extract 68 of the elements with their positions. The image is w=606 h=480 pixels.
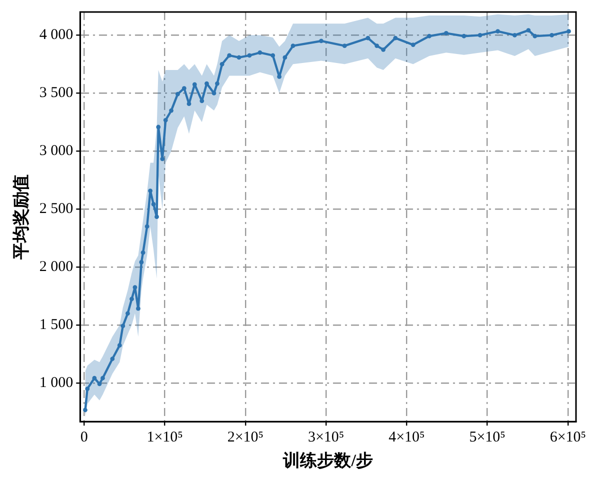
point bbox=[132, 285, 138, 290]
point bbox=[85, 386, 90, 391]
point bbox=[204, 81, 209, 86]
point bbox=[160, 156, 165, 162]
x-tick-label: 2×10⁵ bbox=[227, 430, 264, 446]
point bbox=[83, 408, 88, 412]
point bbox=[215, 81, 220, 86]
point bbox=[282, 55, 288, 60]
point bbox=[566, 29, 571, 34]
point bbox=[182, 86, 186, 90]
point bbox=[381, 47, 386, 52]
point bbox=[169, 108, 174, 113]
point bbox=[227, 53, 232, 58]
point bbox=[258, 50, 262, 55]
point bbox=[319, 38, 324, 44]
point bbox=[236, 55, 242, 60]
point bbox=[410, 42, 416, 48]
point bbox=[97, 382, 102, 386]
point bbox=[496, 29, 500, 34]
point bbox=[220, 62, 224, 66]
x-tick-label: 3×10⁵ bbox=[308, 430, 344, 446]
point bbox=[156, 124, 161, 130]
point bbox=[120, 324, 126, 328]
point bbox=[140, 250, 146, 255]
point bbox=[374, 44, 380, 48]
point bbox=[100, 376, 105, 380]
y-tick-label: 2 500 bbox=[39, 201, 74, 218]
point bbox=[136, 306, 140, 311]
x-tick-label: 0 bbox=[80, 430, 88, 446]
point bbox=[247, 53, 252, 58]
point bbox=[186, 102, 192, 106]
y-tick-label: 3 500 bbox=[39, 85, 74, 102]
point bbox=[92, 376, 97, 380]
y-tick-label: 2 000 bbox=[39, 258, 74, 275]
point bbox=[151, 202, 156, 206]
point bbox=[532, 34, 538, 38]
point bbox=[163, 118, 168, 122]
point bbox=[110, 356, 115, 362]
point bbox=[526, 28, 531, 33]
y-axis-title: 平均奖励值 bbox=[12, 174, 31, 260]
y-tick-label: 1 000 bbox=[39, 374, 74, 391]
point bbox=[550, 32, 554, 38]
x-tick-label: 6×10⁵ bbox=[550, 430, 586, 446]
point bbox=[444, 31, 448, 36]
y-tick-label: 3 000 bbox=[39, 143, 74, 160]
y-tick-label: 1 500 bbox=[39, 316, 74, 333]
point bbox=[148, 188, 152, 193]
point bbox=[154, 214, 159, 220]
point bbox=[290, 44, 296, 48]
point bbox=[126, 311, 130, 316]
y-tick-label: 4 000 bbox=[39, 27, 74, 44]
x-tick-label: 5×10⁵ bbox=[469, 430, 506, 446]
point bbox=[130, 296, 134, 302]
point bbox=[342, 44, 347, 48]
point bbox=[366, 36, 370, 40]
point bbox=[117, 343, 122, 348]
point bbox=[393, 36, 398, 40]
point bbox=[144, 224, 150, 229]
x-tick-label: 4×10⁵ bbox=[388, 430, 425, 446]
point bbox=[462, 34, 466, 38]
point bbox=[139, 260, 144, 264]
point bbox=[427, 34, 432, 38]
x-tick-label: 1×10⁵ bbox=[146, 430, 183, 446]
point bbox=[176, 92, 180, 96]
point bbox=[478, 32, 482, 38]
point bbox=[512, 32, 517, 38]
x-axis-title: 训练步数/步 bbox=[282, 451, 373, 470]
point bbox=[270, 53, 276, 58]
